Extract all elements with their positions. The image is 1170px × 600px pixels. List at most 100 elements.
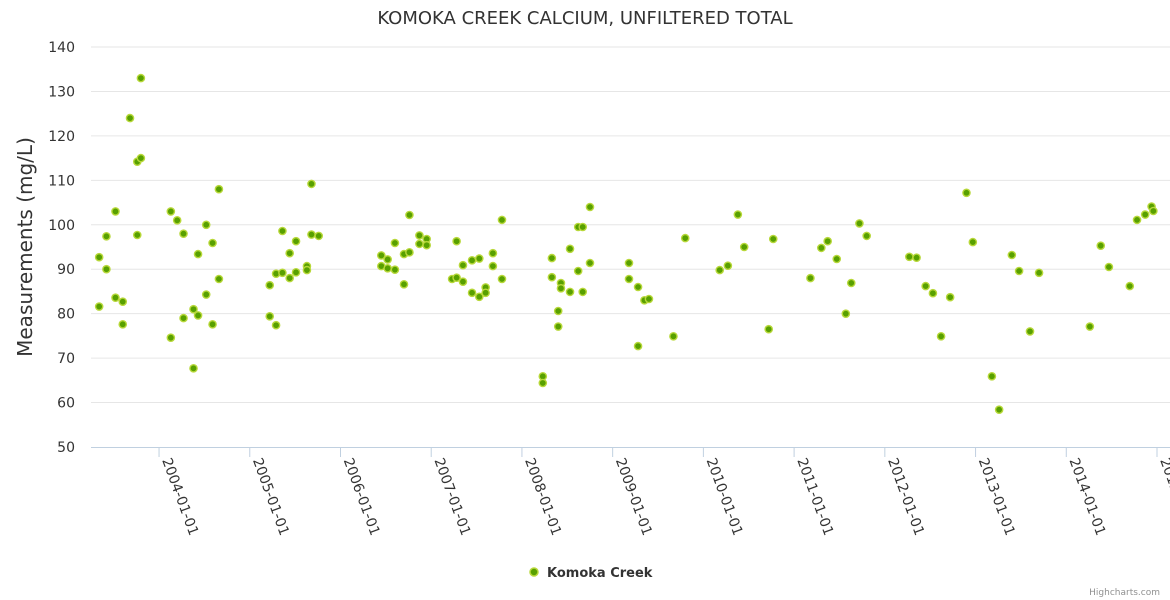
data-point[interactable]: [969, 239, 976, 246]
data-point[interactable]: [770, 235, 777, 242]
data-point[interactable]: [856, 220, 863, 227]
data-point[interactable]: [215, 186, 222, 193]
data-point[interactable]: [833, 255, 840, 262]
data-point[interactable]: [548, 255, 555, 262]
data-point[interactable]: [1086, 323, 1093, 330]
data-point[interactable]: [209, 239, 216, 246]
data-point[interactable]: [996, 406, 1003, 413]
data-point[interactable]: [180, 315, 187, 322]
data-point[interactable]: [279, 269, 286, 276]
data-point[interactable]: [842, 310, 849, 317]
data-point[interactable]: [203, 221, 210, 228]
data-point[interactable]: [416, 240, 423, 247]
data-point[interactable]: [167, 208, 174, 215]
data-point[interactable]: [209, 321, 216, 328]
data-point[interactable]: [137, 155, 144, 162]
data-point[interactable]: [137, 75, 144, 82]
data-point[interactable]: [1150, 207, 1157, 214]
data-point[interactable]: [1097, 242, 1104, 249]
data-point[interactable]: [1105, 263, 1112, 270]
data-point[interactable]: [734, 211, 741, 218]
data-point[interactable]: [741, 243, 748, 250]
data-point[interactable]: [315, 232, 322, 239]
data-point[interactable]: [292, 269, 299, 276]
data-point[interactable]: [848, 279, 855, 286]
data-point[interactable]: [203, 291, 210, 298]
data-point[interactable]: [391, 239, 398, 246]
data-point[interactable]: [119, 298, 126, 305]
data-point[interactable]: [922, 283, 929, 290]
data-point[interactable]: [286, 275, 293, 282]
data-point[interactable]: [555, 323, 562, 330]
data-point[interactable]: [174, 217, 181, 224]
data-point[interactable]: [1142, 211, 1149, 218]
data-point[interactable]: [406, 211, 413, 218]
data-point[interactable]: [634, 283, 641, 290]
data-point[interactable]: [266, 313, 273, 320]
data-point[interactable]: [625, 275, 632, 282]
data-point[interactable]: [807, 275, 814, 282]
credits-link[interactable]: Highcharts.com: [1089, 588, 1160, 598]
data-point[interactable]: [863, 232, 870, 239]
data-point[interactable]: [453, 238, 460, 245]
data-point[interactable]: [929, 290, 936, 297]
data-point[interactable]: [279, 227, 286, 234]
data-point[interactable]: [634, 343, 641, 350]
data-point[interactable]: [96, 254, 103, 261]
data-point[interactable]: [1026, 328, 1033, 335]
data-point[interactable]: [579, 288, 586, 295]
data-point[interactable]: [416, 232, 423, 239]
data-point[interactable]: [963, 189, 970, 196]
data-point[interactable]: [308, 231, 315, 238]
data-point[interactable]: [947, 294, 954, 301]
legend-label[interactable]: Komoka Creek: [547, 566, 653, 581]
data-point[interactable]: [384, 256, 391, 263]
data-point[interactable]: [459, 262, 466, 269]
data-point[interactable]: [406, 249, 413, 256]
data-point[interactable]: [167, 334, 174, 341]
data-point[interactable]: [482, 289, 489, 296]
data-point[interactable]: [112, 208, 119, 215]
data-point[interactable]: [468, 257, 475, 264]
data-point[interactable]: [716, 267, 723, 274]
data-point[interactable]: [272, 322, 279, 329]
data-point[interactable]: [308, 180, 315, 187]
data-point[interactable]: [1126, 283, 1133, 290]
data-point[interactable]: [459, 278, 466, 285]
data-point[interactable]: [468, 289, 475, 296]
data-point[interactable]: [575, 267, 582, 274]
data-point[interactable]: [937, 333, 944, 340]
data-point[interactable]: [1016, 267, 1023, 274]
data-point[interactable]: [824, 238, 831, 245]
data-point[interactable]: [423, 242, 430, 249]
data-point[interactable]: [194, 312, 201, 319]
data-point[interactable]: [103, 233, 110, 240]
data-point[interactable]: [303, 267, 310, 274]
data-point[interactable]: [498, 216, 505, 223]
data-point[interactable]: [190, 365, 197, 372]
data-point[interactable]: [119, 321, 126, 328]
data-point[interactable]: [476, 255, 483, 262]
data-point[interactable]: [818, 244, 825, 251]
data-point[interactable]: [400, 281, 407, 288]
legend[interactable]: Komoka Creek: [530, 566, 653, 581]
data-point[interactable]: [103, 266, 110, 273]
data-point[interactable]: [566, 245, 573, 252]
data-point[interactable]: [586, 259, 593, 266]
data-point[interactable]: [1133, 216, 1140, 223]
data-point[interactable]: [180, 230, 187, 237]
data-point[interactable]: [215, 275, 222, 282]
data-point[interactable]: [498, 275, 505, 282]
data-point[interactable]: [988, 373, 995, 380]
data-point[interactable]: [682, 235, 689, 242]
data-point[interactable]: [286, 250, 293, 257]
data-point[interactable]: [384, 265, 391, 272]
data-point[interactable]: [579, 223, 586, 230]
data-point[interactable]: [586, 203, 593, 210]
data-point[interactable]: [489, 263, 496, 270]
data-point[interactable]: [96, 303, 103, 310]
data-point[interactable]: [724, 262, 731, 269]
data-point[interactable]: [557, 285, 564, 292]
data-point[interactable]: [126, 115, 133, 122]
data-point[interactable]: [625, 259, 632, 266]
